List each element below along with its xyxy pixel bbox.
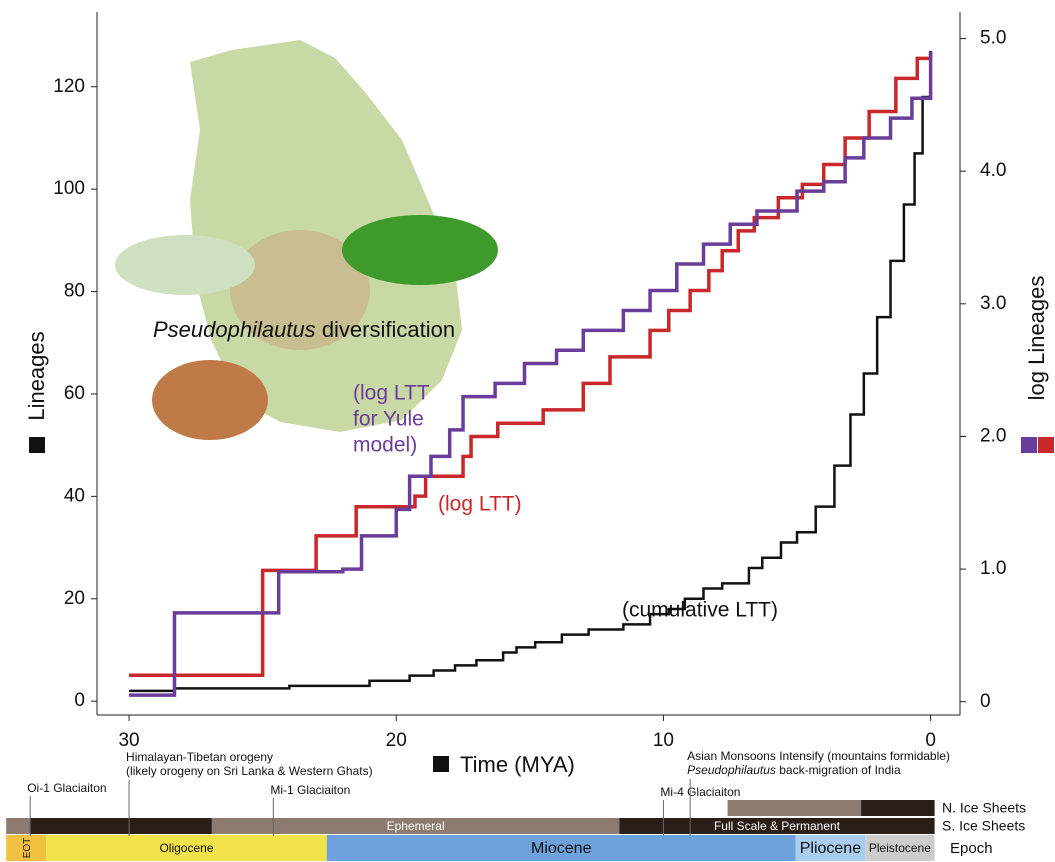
event-label-text: back-migration of India [779,763,901,777]
y-tick-label: 0 [74,690,85,711]
timeline-band [861,800,934,816]
axis-label-key [433,756,449,772]
event-label: Oi-1 Glaciaiton [27,781,106,795]
annotation-text: diversification [322,317,455,342]
illustration [115,40,498,440]
series-label: (log LTT [353,382,430,405]
axis-label-key [29,437,45,453]
timeline-band [6,818,30,834]
frog [152,360,268,440]
annotation-italic: Pseudophilautus [153,317,316,342]
timeline-row-label: S. Ice Sheets [942,818,1025,834]
frog [115,235,255,295]
y-tick-label: 80 [64,281,85,302]
event-label: Asian Monsoons Intensify (mountains form… [687,749,950,763]
event-label: Mi-4 Glaciaiton [660,785,740,799]
timeline-row-label: Epoch [950,840,993,857]
y2-tick-label: 5.0 [980,28,1006,49]
timeline-row-label: N. Ice Sheets [942,800,1026,816]
series-label: (log LTT) [438,493,522,516]
timeline-band-label: EOT [22,838,33,859]
y2-tick-label: 3.0 [980,293,1006,314]
x-tick-label: 10 [653,730,674,751]
timeline-band-label: Pliocene [800,840,861,857]
y2-tick-label: 0 [980,691,991,712]
y2-tick-label: 1.0 [980,558,1006,579]
y2-axis-label: log Lineages [1024,276,1049,401]
y-tick-label: 40 [64,485,85,506]
x-tick-label: 30 [118,730,139,751]
y-tick-label: 20 [64,588,85,609]
series-label: for Yule [353,408,424,431]
frog [342,215,498,285]
series-label: model) [353,434,417,457]
event-label: (likely orogeny on Sri Lanka & Western G… [126,764,373,778]
y2-tick-label: 2.0 [980,425,1006,446]
timeline-band-label: Ephemeral [387,819,445,833]
axis-label-key [1021,437,1037,453]
timeline-band-label: Full Scale & Permanent [714,819,841,833]
timeline-band [30,818,212,834]
x-tick-label: 0 [925,730,936,751]
y2-tick-label: 4.0 [980,160,1006,181]
event-label-italic: Pseudophilautus [687,763,776,777]
timeline-band [728,800,862,816]
annotation: Pseudophilautus diversification [153,317,455,342]
timeline-band-label: Oligocene [159,841,213,855]
axis-label-key [1038,437,1054,453]
chart: 02040608010012001.02.03.04.05.03020100Ti… [0,0,1055,862]
y-axis-label: Lineages [24,331,49,420]
series-label: (cumulative LTT) [622,599,778,622]
event-label: Pseudophilautus back-migration of India [687,763,901,777]
event-label: Mi-1 Glaciaiton [270,783,350,797]
timeline-band-label: Miocene [531,840,592,857]
y-tick-label: 100 [53,178,85,199]
y-tick-label: 120 [53,76,85,97]
y-tick-label: 60 [64,383,85,404]
x-tick-label: 20 [386,730,407,751]
timeline-band-label: Pleistocene [869,841,931,855]
x-axis-label: Time (MYA) [460,752,575,777]
event-label: Himalayan-Tibetan orogeny [126,750,273,764]
